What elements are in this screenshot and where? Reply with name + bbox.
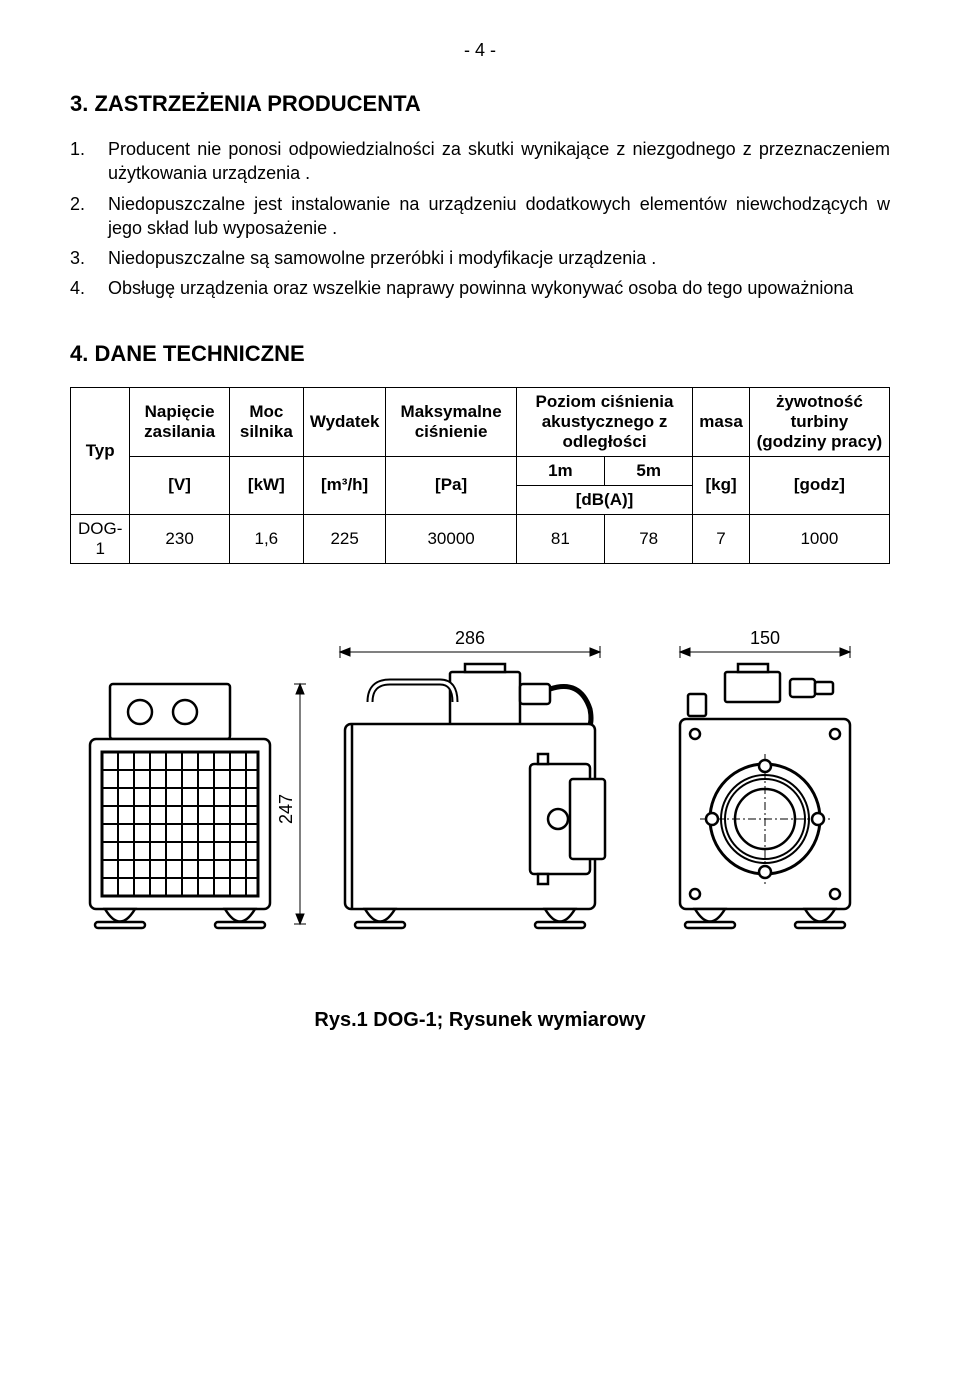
dist-1m: 1m	[516, 456, 604, 485]
section3-heading: 3. ZASTRZEŻENIA PRODUCENTA	[70, 91, 890, 117]
item-text: Obsługę urządzenia oraz wszelkie naprawy…	[108, 278, 853, 298]
dim-150: 150	[750, 628, 780, 648]
item-text: Niedopuszczalne są samowolne przeróbki i…	[108, 248, 656, 268]
col-life: żywotność turbiny (godziny pracy)	[749, 387, 889, 456]
col-power: Moc silnika	[229, 387, 303, 456]
cell-mass: 7	[693, 514, 749, 563]
item-number: 4.	[70, 276, 100, 300]
figure-caption: Rys.1 DOG-1; Rysunek wymiarowy	[70, 1009, 890, 1032]
cell-voltage: 230	[130, 514, 229, 563]
unit-db: [dB(A)]	[516, 485, 693, 514]
side-view	[345, 664, 605, 928]
cell-db1m: 81	[516, 514, 604, 563]
col-typ: Typ	[71, 387, 130, 514]
item-number: 2.	[70, 192, 100, 216]
section4-heading: 4. DANE TECHNICZNE	[70, 341, 890, 367]
item-number: 1.	[70, 137, 100, 161]
unit-pa: [Pa]	[386, 456, 516, 514]
dim-247: 247	[276, 794, 296, 824]
unit-v: [V]	[130, 456, 229, 514]
page-number: - 4 -	[70, 40, 890, 61]
item-text: Niedopuszczalne jest instalowanie na urz…	[108, 194, 890, 238]
cell-typ: DOG-1	[71, 514, 130, 563]
col-flow: Wydatek	[303, 387, 386, 456]
cell-flow: 225	[303, 514, 386, 563]
col-mass: masa	[693, 387, 749, 456]
list-item: 4. Obsługę urządzenia oraz wszelkie napr…	[70, 276, 890, 300]
unit-godz: [godz]	[749, 456, 889, 514]
list-item: 3. Niedopuszczalne są samowolne przeróbk…	[70, 246, 890, 270]
unit-kw: [kW]	[229, 456, 303, 514]
col-voltage: Napięcie zasilania	[130, 387, 229, 456]
cell-life: 1000	[749, 514, 889, 563]
col-noise: Poziom ciśnienia akustycznego z odległoś…	[516, 387, 693, 456]
front-view	[680, 664, 850, 928]
unit-kg: [kg]	[693, 456, 749, 514]
item-number: 3.	[70, 246, 100, 270]
list-item: 2. Niedopuszczalne jest instalowanie na …	[70, 192, 890, 241]
list-item: 1. Producent nie ponosi odpowiedzialnośc…	[70, 137, 890, 186]
restrictions-list: 1. Producent nie ponosi odpowiedzialnośc…	[70, 137, 890, 301]
item-text: Producent nie ponosi odpowiedzialności z…	[108, 139, 890, 183]
col-pressure: Maksymalne ciśnienie	[386, 387, 516, 456]
table-header-row: Typ Napięcie zasilania Moc silnika Wydat…	[71, 387, 890, 456]
cell-pressure: 30000	[386, 514, 516, 563]
table-row: DOG-1 230 1,6 225 30000 81 78 7 1000	[71, 514, 890, 563]
dim-286: 286	[455, 628, 485, 648]
spec-table: Typ Napięcie zasilania Moc silnika Wydat…	[70, 387, 890, 564]
dist-5m: 5m	[605, 456, 693, 485]
cell-db5m: 78	[605, 514, 693, 563]
drawing-svg: 286 150 247	[70, 624, 890, 964]
unit-m3h: [m³/h]	[303, 456, 386, 514]
dimensional-drawing: 286 150 247	[70, 624, 890, 969]
table-header-dist-row: [V] [kW] [m³/h] [Pa] 1m 5m [kg] [godz]	[71, 456, 890, 485]
cell-power: 1,6	[229, 514, 303, 563]
